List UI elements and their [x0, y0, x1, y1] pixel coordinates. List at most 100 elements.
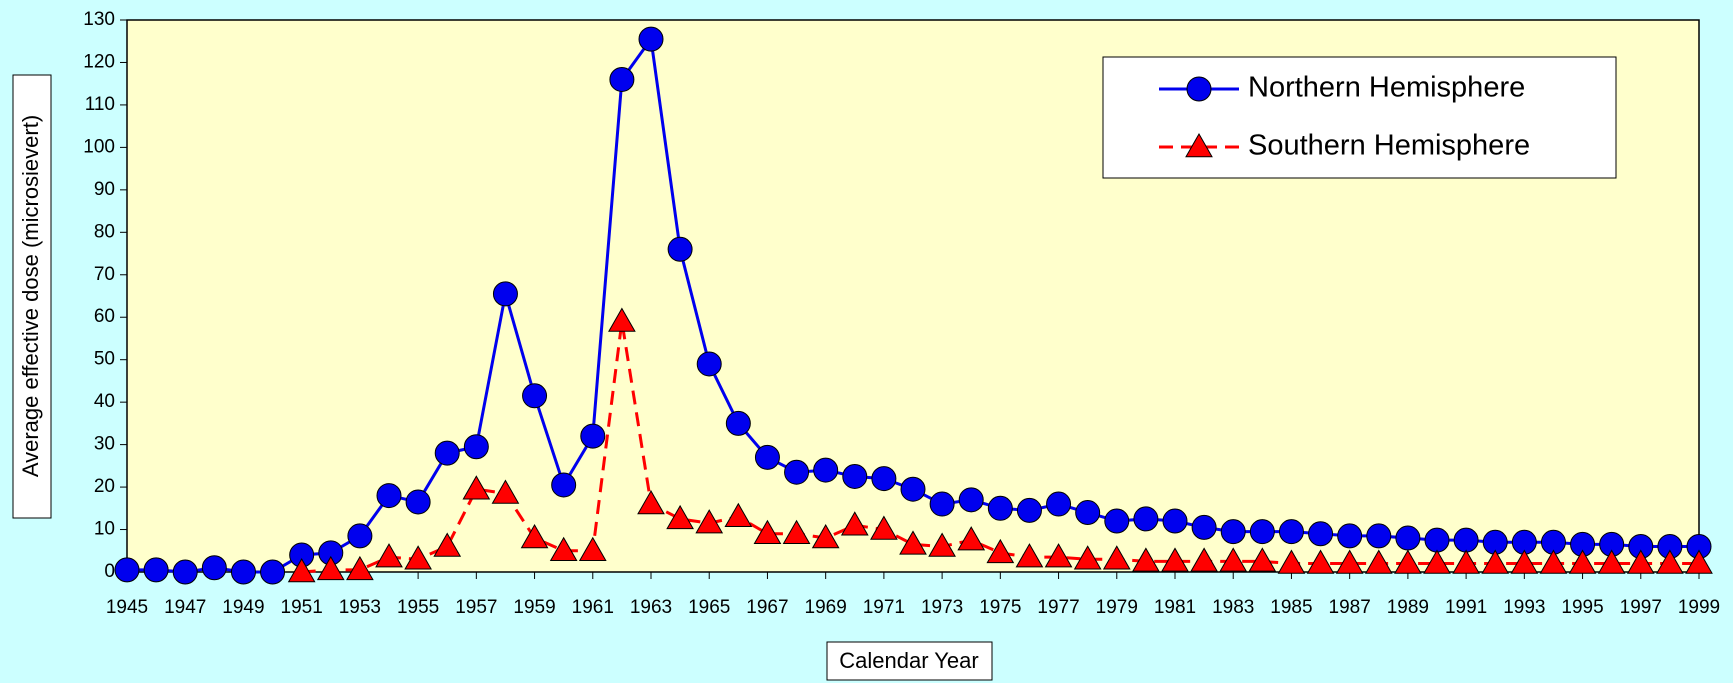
- data-point: [1364, 549, 1393, 574]
- x-tick-label: 1959: [513, 597, 555, 618]
- data-point: [1248, 547, 1277, 572]
- data-point: [753, 519, 782, 545]
- data-point: [1423, 549, 1451, 574]
- data-point: [667, 236, 693, 262]
- x-tick-label: 1961: [572, 597, 614, 618]
- y-tick-label: 30: [94, 434, 115, 455]
- data-point: [1626, 549, 1655, 574]
- x-tick-label: 1965: [688, 597, 730, 618]
- data-point: [724, 502, 753, 528]
- y-tick-label: 0: [104, 561, 115, 582]
- y-axis-label: Average effective dose (microsievert): [18, 115, 43, 477]
- x-tick-label: 1979: [1096, 597, 1138, 618]
- data-point: [375, 543, 403, 568]
- data-point: [1249, 519, 1275, 545]
- data-point: [1337, 523, 1363, 549]
- data-point: [1597, 549, 1626, 574]
- y-tick-label: 20: [94, 476, 115, 497]
- x-tick-label: 1969: [805, 597, 847, 618]
- data-point: [986, 538, 1015, 564]
- data-point: [114, 557, 140, 583]
- data-point: [1656, 549, 1684, 574]
- x-label-box: [826, 641, 993, 681]
- x-tick-label: 1987: [1329, 597, 1371, 618]
- data-point: [405, 489, 431, 515]
- legend-marker: [1186, 76, 1212, 102]
- data-point: [346, 555, 374, 581]
- data-point: [522, 383, 548, 409]
- x-tick-label: 1985: [1270, 597, 1312, 618]
- data-point: [1452, 549, 1480, 574]
- y-tick-label: 50: [94, 349, 115, 370]
- x-tick-label: 1991: [1445, 597, 1487, 618]
- x-tick-label: 1999: [1678, 597, 1720, 618]
- data-point: [580, 423, 606, 449]
- data-point: [840, 511, 869, 536]
- data-point: [1220, 519, 1246, 545]
- data-point: [696, 351, 722, 377]
- x-tick-label: 1967: [746, 597, 788, 618]
- data-point: [463, 434, 489, 460]
- data-point: [1161, 547, 1189, 572]
- x-tick-label: 1945: [106, 597, 148, 618]
- x-tick-label: 1957: [455, 597, 497, 618]
- data-point: [1190, 547, 1218, 572]
- data-point: [1277, 549, 1306, 574]
- data-point: [987, 495, 1013, 521]
- data-point: [1395, 525, 1421, 551]
- data-point: [1102, 545, 1131, 570]
- data-point: [201, 555, 227, 581]
- x-tick-label: 1995: [1561, 597, 1603, 618]
- data-point: [1335, 549, 1364, 574]
- data-point: [842, 463, 868, 489]
- x-axis-label: Calendar Year: [839, 648, 978, 673]
- x-tick-label: 1955: [397, 597, 439, 618]
- x-tick-label: 1977: [1037, 597, 1079, 618]
- data-point: [784, 459, 810, 485]
- data-point: [1453, 527, 1479, 553]
- x-tick-label: 1973: [921, 597, 963, 618]
- data-point: [1308, 521, 1334, 547]
- y-tick-label: 80: [94, 221, 115, 242]
- data-point: [609, 66, 635, 92]
- legend-label: Northern Hemisphere: [1248, 72, 1525, 104]
- data-point: [1306, 549, 1335, 574]
- y-tick-label: 120: [83, 51, 115, 72]
- y-tick-label: 100: [83, 136, 115, 157]
- data-point: [608, 307, 636, 332]
- data-point: [1016, 497, 1042, 523]
- y-tick-label: 130: [83, 9, 115, 30]
- y-tick-label: 70: [94, 264, 115, 285]
- data-point: [782, 519, 811, 545]
- data-point: [1046, 491, 1072, 517]
- x-tick-label: 1953: [339, 597, 381, 618]
- data-point: [1133, 506, 1159, 532]
- x-tick-label: 1993: [1503, 597, 1545, 618]
- data-point: [637, 490, 665, 515]
- x-tick-label: 1989: [1387, 597, 1429, 618]
- data-point: [871, 466, 897, 492]
- data-point: [434, 440, 460, 466]
- data-point: [1539, 549, 1568, 574]
- data-point: [1366, 523, 1392, 549]
- y-tick-label: 40: [94, 391, 115, 412]
- data-point: [1424, 527, 1450, 553]
- data-point: [578, 536, 607, 562]
- data-point: [811, 524, 840, 549]
- data-point: [870, 515, 898, 540]
- data-point: [1015, 543, 1044, 568]
- data-point: [725, 410, 751, 436]
- data-point: [1481, 549, 1510, 574]
- data-point: [376, 483, 402, 509]
- data-point: [1191, 514, 1217, 540]
- data-point: [1219, 547, 1248, 572]
- data-point: [143, 557, 169, 583]
- data-point: [316, 555, 345, 581]
- data-point: [1278, 519, 1304, 545]
- data-point: [462, 475, 491, 500]
- data-point: [1510, 549, 1539, 574]
- data-point: [754, 444, 780, 470]
- data-point: [1075, 500, 1101, 526]
- x-tick-label: 1947: [164, 597, 206, 618]
